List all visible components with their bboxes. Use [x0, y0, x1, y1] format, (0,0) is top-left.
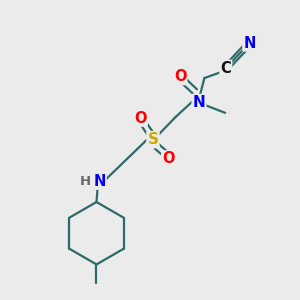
Text: N: N	[193, 95, 206, 110]
Text: C: C	[220, 61, 231, 76]
Text: H: H	[80, 175, 91, 188]
Text: S: S	[148, 132, 158, 147]
Text: O: O	[134, 111, 147, 126]
Text: N: N	[93, 174, 106, 189]
Text: O: O	[162, 152, 175, 166]
Text: O: O	[174, 69, 186, 84]
Text: N: N	[243, 35, 256, 50]
